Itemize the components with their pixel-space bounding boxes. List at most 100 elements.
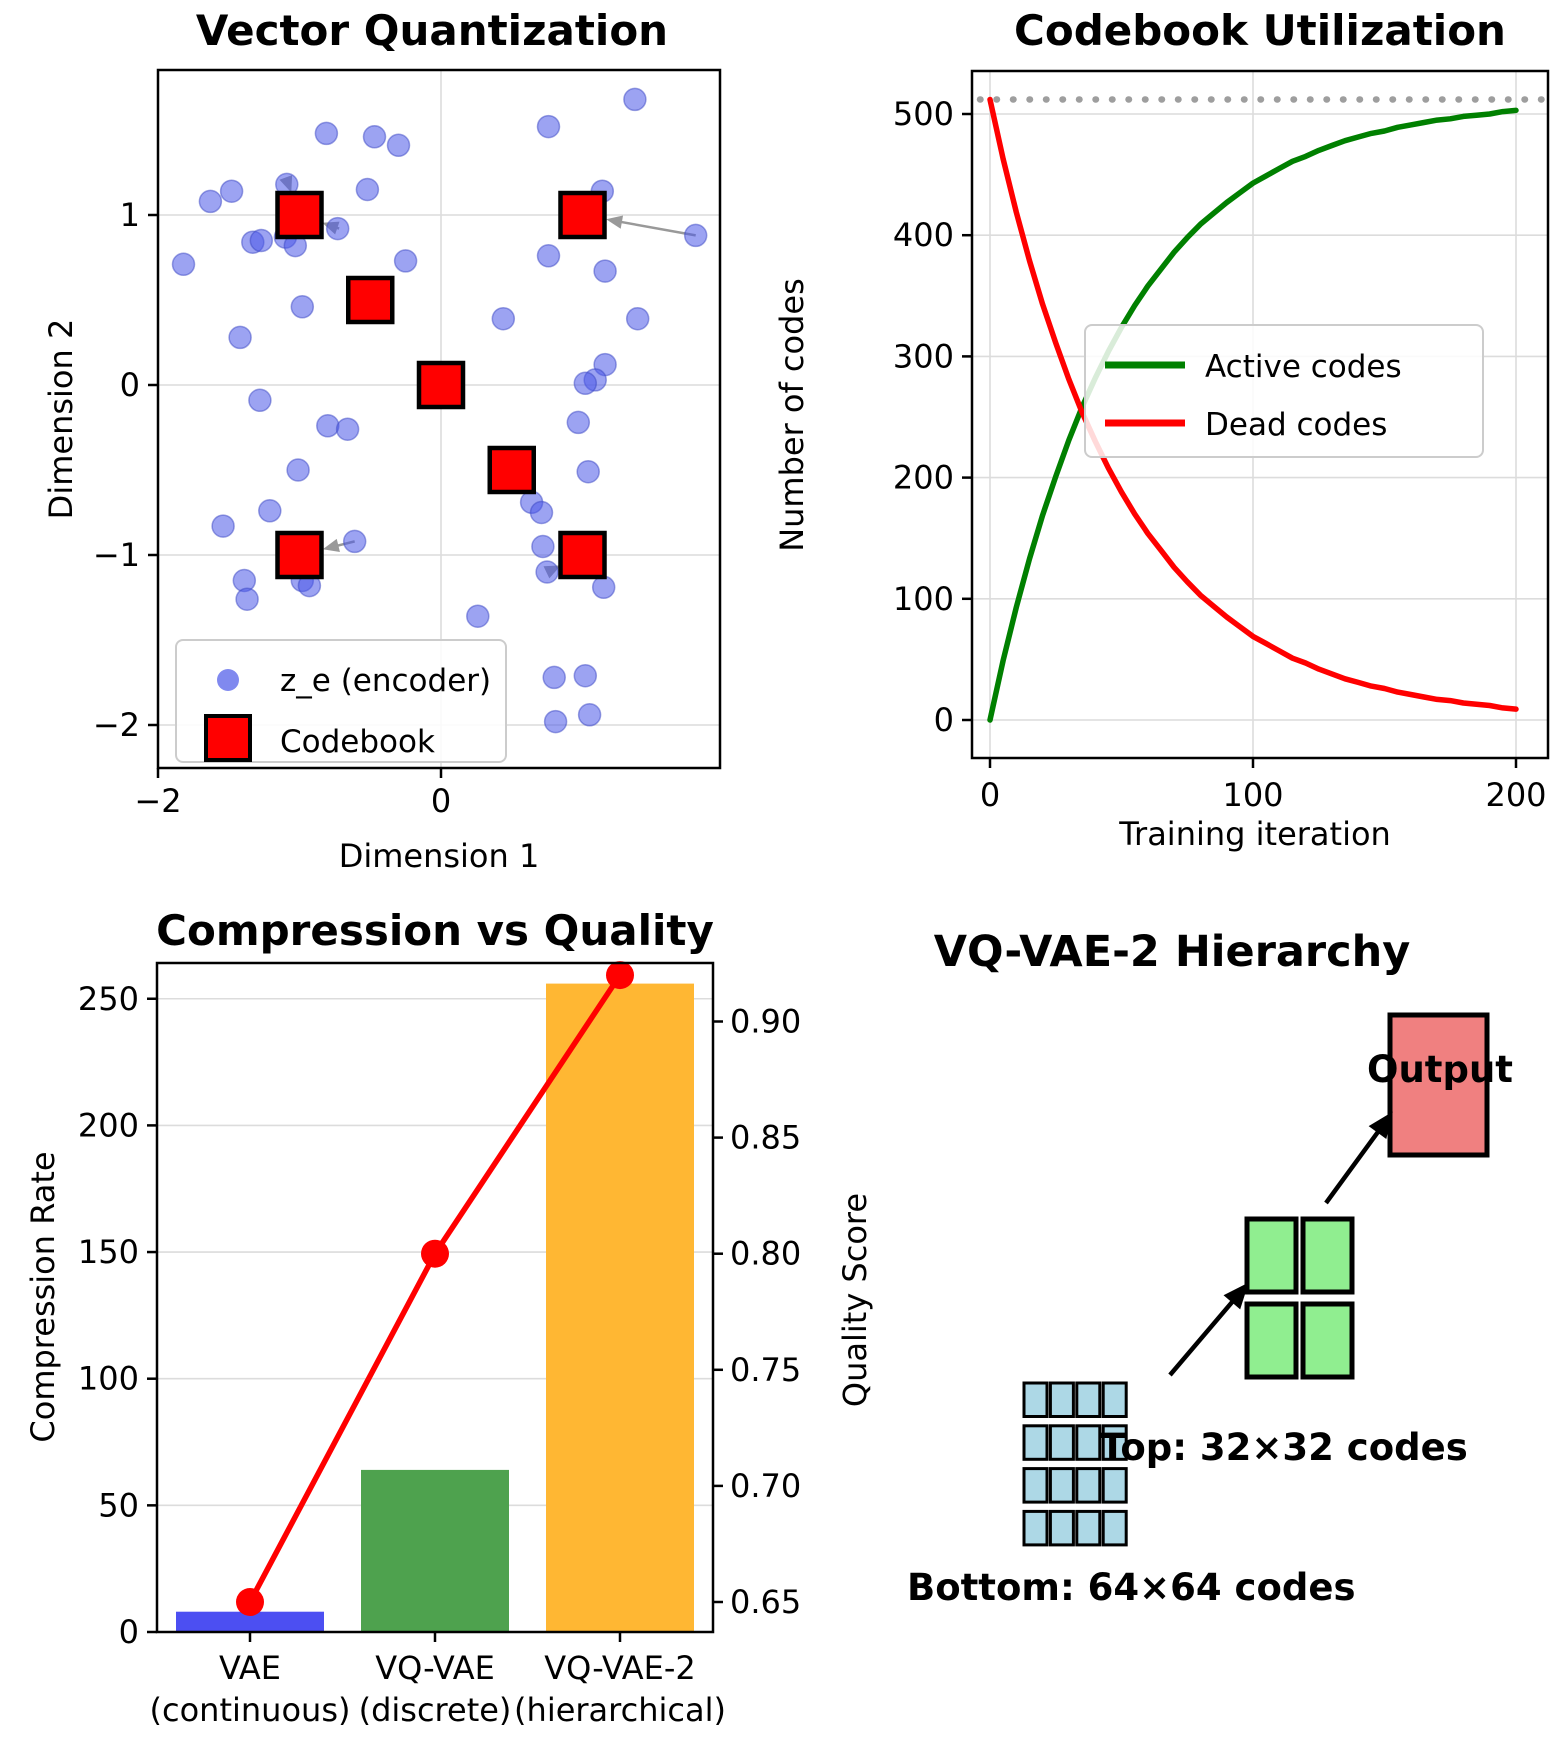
encoder-point (386, 133, 411, 158)
assignment-arrow-head (322, 538, 340, 552)
y-tick-label: 0 (934, 701, 954, 739)
y-tick-label: 200 (893, 459, 954, 497)
series-dead (987, 96, 1519, 712)
encoder-point (211, 514, 235, 538)
codebook-square (275, 530, 324, 580)
bottom-grid-cell (1075, 1509, 1102, 1547)
panel3-ylabel-left: Compression Rate (24, 1151, 62, 1442)
x-tick-label: 200 (1485, 776, 1546, 814)
encoder-point (536, 244, 561, 268)
encoder-point (529, 500, 554, 525)
encoder-point (491, 306, 516, 331)
y-tick-left-label: 100 (78, 1360, 139, 1398)
y-tick-label: 0 (120, 366, 140, 404)
panel-compression-quality: 0 50 100 150 200 250 0.65 0.70 0.75 0.80 0.85 0.90 V… (24, 906, 874, 1729)
encoder-point (536, 114, 561, 139)
encoder-point (290, 295, 315, 319)
y-tick-left-label: 0 (119, 1613, 139, 1651)
encoder-point (591, 575, 616, 600)
top-grid-cell (1244, 1301, 1299, 1380)
bar-2 (546, 983, 694, 1632)
encoder-point (543, 709, 568, 734)
encoder-point (198, 189, 223, 214)
x-tick-label: 100 (1222, 776, 1283, 814)
y-tick-right-label: 0.75 (730, 1351, 801, 1389)
bar-1 (361, 1469, 509, 1632)
encoder-point (228, 325, 252, 350)
legend-codebook-label: Codebook (280, 724, 435, 760)
panel4-title: VQ-VAE-2 Hierarchy (934, 927, 1411, 977)
panel1-ylabel: Dimension 2 (42, 319, 80, 520)
bottom-grid-cell (1022, 1509, 1049, 1547)
arrow-bottom-to-top (1168, 1291, 1242, 1377)
x-tick-label: 0 (980, 776, 1000, 814)
encoder-point (576, 459, 600, 484)
panel-vqvae2-hierarchy: VQ-VAE-2 Hierarchy Output Top: 32×32 codes… (907, 927, 1513, 1609)
panel-codebook-utilization: 0 100 200 0 100 200 300 400 500 Codebook Utiliza… (773, 6, 1552, 853)
codebook-square (558, 190, 607, 240)
panel2-legend: Active codes Dead codes (1084, 324, 1484, 458)
encoder-point (683, 223, 708, 248)
x-tick-label: −2 (134, 782, 181, 820)
legend-codebook-marker (204, 714, 252, 762)
y-tick-label: −1 (93, 536, 140, 574)
y-tick-left-label: 200 (78, 1106, 139, 1144)
y-tick-right-label: 0.80 (730, 1235, 801, 1273)
encoder-point (466, 604, 490, 628)
bottom-grid-cell (1022, 1381, 1049, 1418)
encoder-point (535, 560, 559, 584)
y-tick-label: 300 (893, 337, 954, 375)
x-tick-label: 0 (431, 782, 451, 820)
x-tick-label-line1: VQ-VAE-2 (544, 1649, 696, 1687)
panel2-xlabel: Training iteration (1118, 815, 1391, 853)
top-grid-cell (1300, 1301, 1355, 1380)
y-tick-right-label: 0.90 (730, 1003, 801, 1041)
y-tick-right-label: 0.65 (730, 1583, 801, 1621)
legend-dead-label: Dead codes (1205, 407, 1387, 443)
bottom-grid-cell (1075, 1381, 1102, 1418)
hierarchy-output-label: Output (1367, 1048, 1513, 1091)
y-tick-left-label: 50 (98, 1486, 139, 1524)
x-tick-label-line2: (continuous) (150, 1691, 351, 1729)
encoder-point (393, 249, 418, 273)
encoder-point (325, 216, 350, 241)
encoder-point (171, 252, 196, 277)
codebook-square (416, 360, 466, 410)
panel1-legend: z_e (encoder) Codebook (175, 639, 507, 763)
series-active (987, 107, 1519, 723)
bottom-grid-cell (1048, 1424, 1075, 1461)
bottom-grid-cell (1101, 1467, 1128, 1504)
bottom-grid-cell (1048, 1509, 1075, 1547)
bar-0 (176, 1611, 324, 1632)
codebook-square (346, 275, 395, 325)
panel3-title: Compression vs Quality (156, 906, 714, 955)
arrow-top-to-output (1324, 1121, 1387, 1205)
encoder-point (314, 121, 339, 146)
encoder-point (573, 663, 598, 688)
encoder-point (625, 306, 650, 331)
assignment-arrow (614, 219, 696, 237)
panel1-xlabel: Dimension 1 (339, 837, 540, 875)
hierarchy-bottom-label: Bottom: 64×64 codes (907, 1566, 1355, 1609)
encoder-point (335, 417, 360, 441)
assignment-arrow-head (606, 215, 624, 229)
bottom-grid-cell (1022, 1424, 1049, 1461)
axes-spines (156, 68, 722, 770)
encoder-point (531, 534, 555, 559)
bottom-grid-cell (1075, 1467, 1102, 1504)
legend-encoder-marker (217, 669, 239, 691)
encoder-point (542, 665, 566, 690)
bottom-grid-cell (1101, 1381, 1128, 1418)
arrow-top-to-output-head (1368, 1111, 1393, 1140)
encoder-point (235, 587, 259, 611)
encoder-point (219, 179, 244, 203)
y-tick-label: 500 (893, 95, 954, 133)
y-tick-right-label: 0.70 (730, 1467, 801, 1505)
panel2-ylabel: Number of codes (773, 278, 811, 552)
x-tick-label-line1: VQ-VAE (375, 1649, 495, 1687)
encoder-point (248, 388, 272, 413)
top-grid-cell (1244, 1216, 1299, 1295)
quality-marker (236, 1588, 264, 1616)
panel3-ylabel-right: Quality Score (836, 1193, 874, 1407)
encoder-point (566, 410, 591, 435)
